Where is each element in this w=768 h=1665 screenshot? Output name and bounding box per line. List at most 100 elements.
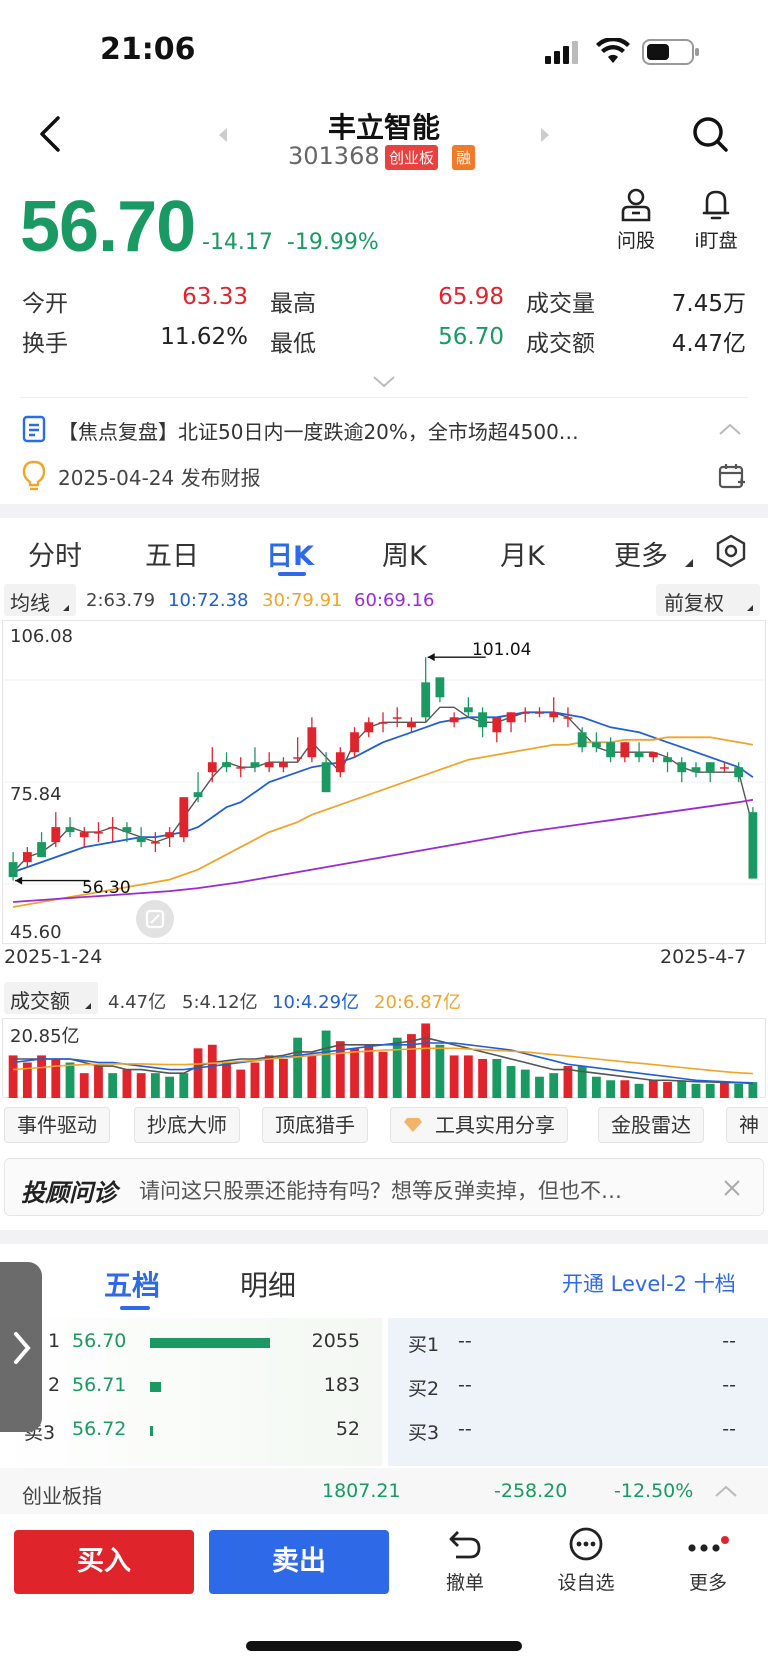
sell-button[interactable]: 卖出 (209, 1530, 389, 1594)
max-price-annotation: 101.04 (472, 640, 532, 660)
tab-five-levels[interactable]: 五档 (104, 1269, 161, 1302)
news-headline: 【焦点复盘】北证50日内一度跌逾20%，全市场超4500… (58, 420, 579, 444)
candle-body (37, 842, 46, 858)
volume-bar (37, 1055, 46, 1098)
chip-magic[interactable]: 神奇 (726, 1107, 768, 1143)
cancel-order-button[interactable]: 撤单 (425, 1526, 505, 1598)
settings-hexagon-icon[interactable] (714, 534, 748, 568)
undo-icon (449, 1531, 481, 1559)
volume-bar (250, 1062, 260, 1098)
candle-body (378, 722, 388, 724)
advisor-card[interactable]: 投顾问诊 请问这只股票还能持有吗？想等反弹卖掉，但也不… (4, 1158, 764, 1216)
stock-name: 丰立智能 (327, 111, 440, 144)
sell-row-price: 56.71 (72, 1374, 127, 1396)
active-tab-indicator (278, 572, 306, 576)
feature-chips: 事件驱动 抄底大师 顶底猎手 工具实用分享 金股雷达 神奇 (0, 1105, 768, 1145)
back-icon[interactable] (36, 114, 66, 154)
volume-bar (279, 1058, 288, 1098)
buy-row-3[interactable]: 买3 -- -- (388, 1414, 768, 1450)
draw-tool-icon[interactable] (136, 900, 174, 938)
expand-chevron-icon[interactable] (372, 374, 396, 388)
min-price-arrowhead (15, 876, 23, 885)
collapse-chevron-icon[interactable] (718, 422, 742, 436)
chip-top-bottom-hunter[interactable]: 顶底猎手 (262, 1107, 368, 1143)
index-change-percent: -12.50% (614, 1480, 694, 1502)
more-circle-icon (569, 1527, 603, 1561)
candle-body (22, 852, 32, 863)
change-value: -14.17 (202, 230, 273, 255)
low-label: 最低 (270, 331, 316, 357)
volume-bar (577, 1066, 587, 1098)
volume-bar (705, 1083, 715, 1098)
volume-bar (492, 1058, 502, 1098)
sell-row-2[interactable]: 2 56.71 183 (0, 1370, 382, 1406)
buy-row-1[interactable]: 买1 -- -- (388, 1326, 768, 1362)
candle-body (734, 767, 744, 778)
candle-body (591, 742, 601, 748)
candle-body (691, 767, 701, 773)
signal-icon (545, 40, 585, 64)
tab-weekly-k[interactable]: 周K (382, 541, 427, 572)
add-watchlist-button[interactable]: 设自选 (546, 1526, 626, 1598)
candle-body (193, 792, 203, 798)
candle-body (535, 712, 544, 714)
volume-value: 7.45万 (671, 291, 746, 317)
volume-bar (478, 1058, 487, 1098)
expand-up-icon[interactable] (714, 1484, 738, 1498)
ask-stock-button[interactable]: 问股 (596, 188, 676, 252)
watch-label: i盯盘 (694, 230, 738, 252)
prev-stock-icon[interactable] (216, 126, 230, 144)
chip-gold-radar[interactable]: 金股雷达 (598, 1107, 704, 1143)
tab-detail[interactable]: 明细 (240, 1269, 297, 1302)
chip-event-driven[interactable]: 事件驱动 (4, 1107, 110, 1143)
next-stock-icon[interactable] (538, 126, 552, 144)
tab-timeshare[interactable]: 分时 (28, 541, 82, 572)
chevron-right-icon (14, 1332, 31, 1364)
ma-selector[interactable]: 均线 (4, 584, 76, 616)
sell-row-bar (150, 1338, 270, 1348)
tab-daily-k[interactable]: 日K (266, 541, 314, 572)
dropdown-corner-icon (747, 605, 753, 611)
kline-chart[interactable]: 106.08 75.84 45.60 101.04 56.30 (2, 620, 766, 944)
adjust-selector[interactable]: 前复权 (656, 584, 760, 616)
chip-tools-share[interactable]: 工具实用分享 (390, 1107, 568, 1143)
news-row[interactable]: 【焦点复盘】北证50日内一度跌逾20%，全市场超4500… (0, 408, 768, 450)
sell-row-1[interactable]: 1 56.70 2055 (0, 1326, 382, 1362)
volume-chart[interactable]: 20.85亿 (2, 1018, 766, 1098)
candle-body (492, 717, 502, 733)
index-name: 创业板指 (22, 1484, 102, 1508)
candle-body (250, 762, 260, 768)
level2-link[interactable]: 开通 Level-2 十档 (562, 1272, 736, 1296)
candle-body (478, 712, 487, 728)
calendar-icon[interactable] (718, 462, 746, 490)
volume-bar (535, 1076, 544, 1098)
volume-bar (108, 1073, 118, 1098)
side-drawer-handle[interactable] (0, 1262, 42, 1432)
price-change: -14.17 -19.99% (202, 230, 379, 255)
watch-button[interactable]: i盯盘 (676, 188, 756, 252)
report-row[interactable]: 2025-04-24 发布财报 (0, 456, 768, 498)
close-icon[interactable] (723, 1179, 741, 1197)
tab-monthly-k[interactable]: 月K (500, 541, 545, 572)
tab-more[interactable]: 更多 (614, 541, 668, 572)
advisor-text: 请问这只股票还能持有吗？想等反弹卖掉，但也不… (139, 1179, 622, 1203)
buy-button[interactable]: 买入 (14, 1530, 194, 1594)
candle-body (207, 762, 217, 773)
more-button[interactable]: 更多 (668, 1526, 748, 1598)
kline-svg (2, 620, 766, 944)
y-axis-top: 106.08 (10, 626, 73, 647)
volume-bar (65, 1062, 75, 1098)
candle-body (150, 842, 160, 844)
volume-bar (264, 1055, 274, 1098)
search-icon[interactable] (690, 114, 730, 154)
sell-row-3[interactable]: 卖3 56.72 52 (0, 1414, 382, 1450)
sell-row-bar (150, 1382, 161, 1392)
ma-selector-label: 均线 (10, 591, 50, 615)
index-bar[interactable]: 创业板指 1807.21 -258.20 -12.50% (0, 1468, 768, 1514)
chip-bottom-fishing[interactable]: 抄底大师 (134, 1107, 240, 1143)
candle-body (407, 722, 416, 728)
candle-body (563, 717, 573, 719)
volume-selector[interactable]: 成交额 (4, 982, 98, 1014)
buy-row-2[interactable]: 买2 -- -- (388, 1370, 768, 1406)
tab-five-day[interactable]: 五日 (145, 541, 199, 572)
